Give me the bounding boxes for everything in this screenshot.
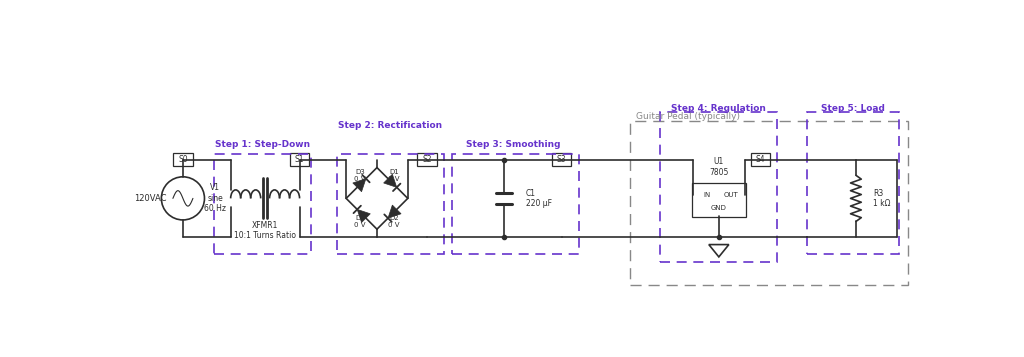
FancyBboxPatch shape: [418, 154, 436, 166]
Text: Step 5: Load: Step 5: Load: [821, 104, 885, 113]
FancyBboxPatch shape: [751, 154, 770, 166]
Text: S0: S0: [178, 155, 187, 164]
Text: GND: GND: [711, 205, 727, 211]
Text: S4: S4: [756, 155, 765, 164]
Text: Step 2: Rectification: Step 2: Rectification: [338, 121, 442, 130]
Text: Guitar Pedal (typically): Guitar Pedal (typically): [636, 112, 739, 121]
Polygon shape: [357, 210, 371, 222]
Text: Step 1: Step-Down: Step 1: Step-Down: [215, 140, 310, 149]
Text: S1: S1: [295, 155, 304, 164]
Text: Step 4: Regulation: Step 4: Regulation: [672, 104, 766, 113]
Text: D2
0 V: D2 0 V: [388, 215, 399, 228]
Text: S2: S2: [422, 155, 432, 164]
Text: XFMR1
10:1 Turns Ratio: XFMR1 10:1 Turns Ratio: [234, 221, 296, 240]
Text: Step 3: Smoothing: Step 3: Smoothing: [466, 140, 561, 149]
Text: U1
7805: U1 7805: [710, 157, 728, 176]
Polygon shape: [388, 205, 401, 218]
Text: C1
220 μF: C1 220 μF: [525, 189, 552, 208]
Text: D1
0 V: D1 0 V: [388, 169, 399, 182]
Text: 120VAC: 120VAC: [134, 194, 167, 203]
FancyBboxPatch shape: [692, 183, 745, 217]
Text: IN: IN: [702, 192, 711, 198]
Polygon shape: [353, 178, 366, 192]
Text: V1
sine
60 Hz: V1 sine 60 Hz: [204, 183, 226, 213]
Text: D4
0 V: D4 0 V: [354, 215, 366, 228]
FancyBboxPatch shape: [290, 154, 309, 166]
FancyBboxPatch shape: [552, 154, 571, 166]
Polygon shape: [384, 174, 396, 187]
Text: OUT: OUT: [724, 192, 738, 198]
Text: R3
1 kΩ: R3 1 kΩ: [872, 189, 890, 208]
Text: D3
0 V: D3 0 V: [354, 169, 366, 182]
FancyBboxPatch shape: [173, 154, 193, 166]
Polygon shape: [709, 245, 729, 257]
Text: S3: S3: [557, 155, 566, 164]
